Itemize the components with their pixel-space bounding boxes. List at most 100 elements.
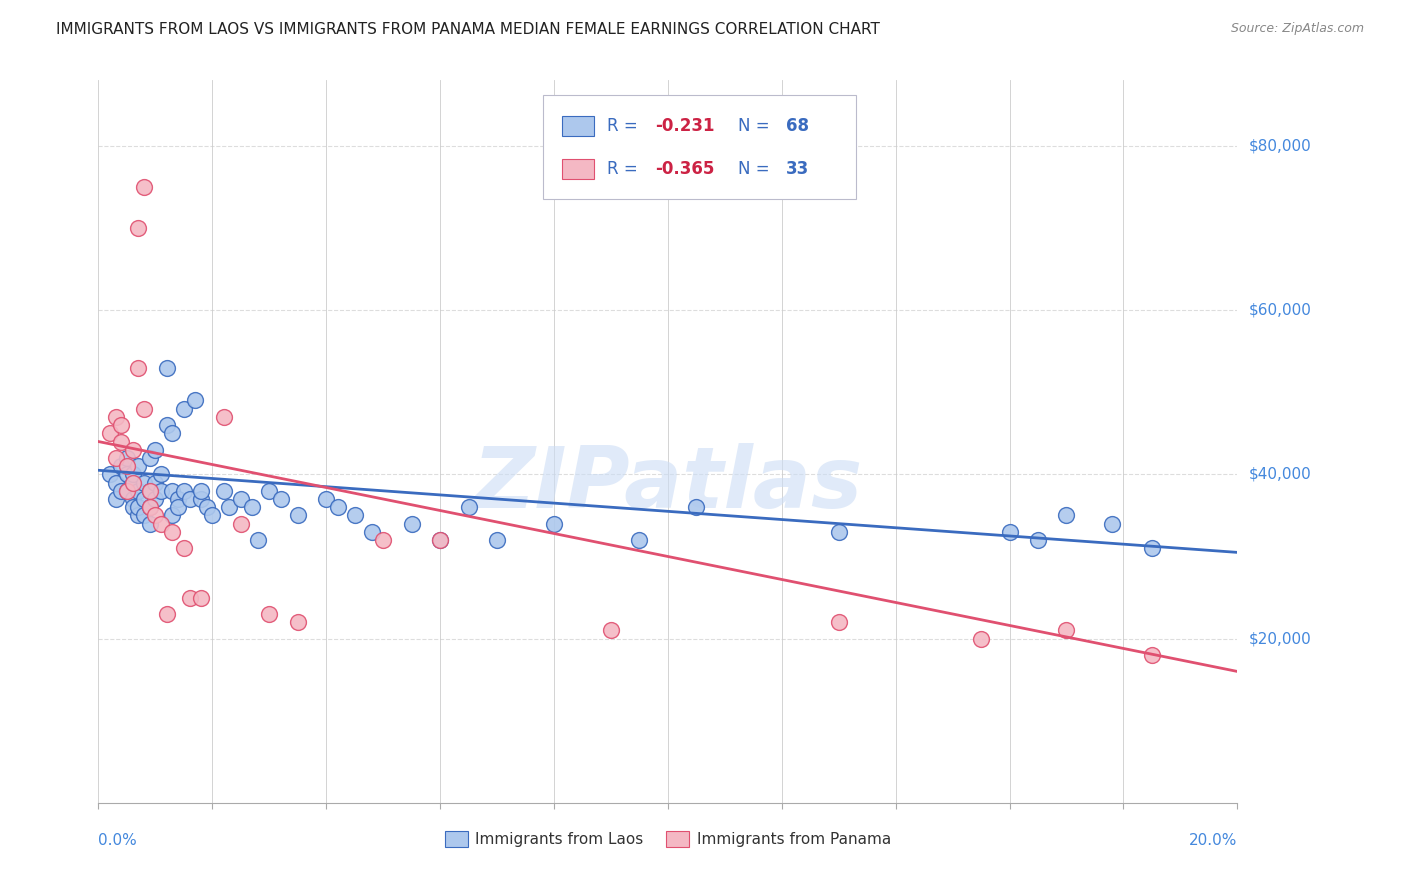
Bar [562, 116, 593, 136]
Point [98, 467, 121, 482]
Point [259, 607, 281, 621]
Point [315, 491, 337, 506]
Point [343, 508, 366, 523]
Text: N =: N = [738, 161, 775, 178]
Point [167, 491, 190, 506]
FancyBboxPatch shape [543, 95, 856, 200]
Point [240, 500, 263, 515]
Point [326, 500, 349, 515]
Point [828, 524, 851, 539]
Point [201, 508, 224, 523]
Text: 68: 68 [786, 117, 810, 135]
Point [600, 624, 623, 638]
Point [162, 524, 184, 539]
Point [127, 483, 149, 498]
Text: 33: 33 [786, 161, 810, 178]
Text: IMMIGRANTS FROM LAOS VS IMMIGRANTS FROM PANAMA MEDIAN FEMALE EARNINGS CORRELATIO: IMMIGRANTS FROM LAOS VS IMMIGRANTS FROM … [56, 22, 880, 37]
Text: $60,000: $60,000 [1249, 302, 1312, 318]
Point [190, 591, 212, 605]
Point [259, 483, 281, 498]
Point [173, 483, 195, 498]
Text: 0.0%: 0.0% [98, 833, 138, 848]
Point [138, 500, 160, 515]
Point [212, 483, 235, 498]
Point [132, 401, 155, 416]
Point [190, 483, 212, 498]
Point [127, 500, 149, 515]
Point [457, 500, 479, 515]
Point [127, 221, 149, 235]
Point [145, 475, 167, 490]
Point [429, 533, 451, 547]
Point [167, 500, 190, 515]
Point [132, 180, 155, 194]
Point [212, 409, 235, 424]
Point [115, 467, 138, 482]
Point [145, 491, 167, 506]
Point [287, 615, 309, 630]
Point [270, 491, 292, 506]
Point [138, 483, 160, 498]
Point [121, 475, 143, 490]
Point [115, 483, 138, 498]
Text: R =: R = [607, 161, 644, 178]
Point [145, 508, 167, 523]
Text: $80,000: $80,000 [1249, 138, 1312, 153]
Point [543, 516, 565, 531]
Point [110, 459, 132, 474]
Point [1056, 624, 1078, 638]
Point [104, 475, 127, 490]
Point [127, 508, 149, 523]
Point [121, 500, 143, 515]
Point [179, 491, 201, 506]
Point [104, 450, 127, 465]
Point [179, 591, 201, 605]
Point [145, 442, 167, 457]
Point [98, 426, 121, 441]
Point [156, 418, 179, 433]
Point [287, 508, 309, 523]
Text: R =: R = [607, 117, 644, 135]
Point [486, 533, 509, 547]
Point [685, 500, 707, 515]
Point [121, 475, 143, 490]
Point [132, 475, 155, 490]
Point [1056, 508, 1078, 523]
Text: -0.231: -0.231 [655, 117, 714, 135]
Point [104, 409, 127, 424]
Point [190, 491, 212, 506]
Text: 20.0%: 20.0% [1189, 833, 1237, 848]
Text: $20,000: $20,000 [1249, 632, 1312, 646]
Point [138, 516, 160, 531]
Point [173, 401, 195, 416]
Text: ZIPatlas: ZIPatlas [472, 443, 863, 526]
Point [110, 483, 132, 498]
Text: -0.365: -0.365 [655, 161, 714, 178]
Point [115, 459, 138, 474]
Point [132, 491, 155, 506]
Point [628, 533, 651, 547]
Point [150, 467, 173, 482]
Point [115, 483, 138, 498]
Point [127, 459, 149, 474]
Point [121, 467, 143, 482]
Point [110, 418, 132, 433]
Point [246, 533, 269, 547]
Point [828, 615, 851, 630]
Point [132, 508, 155, 523]
Point [115, 450, 138, 465]
Point [156, 360, 179, 375]
Point [1140, 541, 1163, 556]
Point [150, 516, 173, 531]
Point [1140, 648, 1163, 662]
Text: $40,000: $40,000 [1249, 467, 1312, 482]
Point [360, 524, 382, 539]
Point [110, 434, 132, 449]
Point [1101, 516, 1123, 531]
Point [121, 442, 143, 457]
Point [218, 500, 240, 515]
Text: Source: ZipAtlas.com: Source: ZipAtlas.com [1230, 22, 1364, 36]
Point [162, 483, 184, 498]
Point [373, 533, 395, 547]
Point [173, 541, 195, 556]
